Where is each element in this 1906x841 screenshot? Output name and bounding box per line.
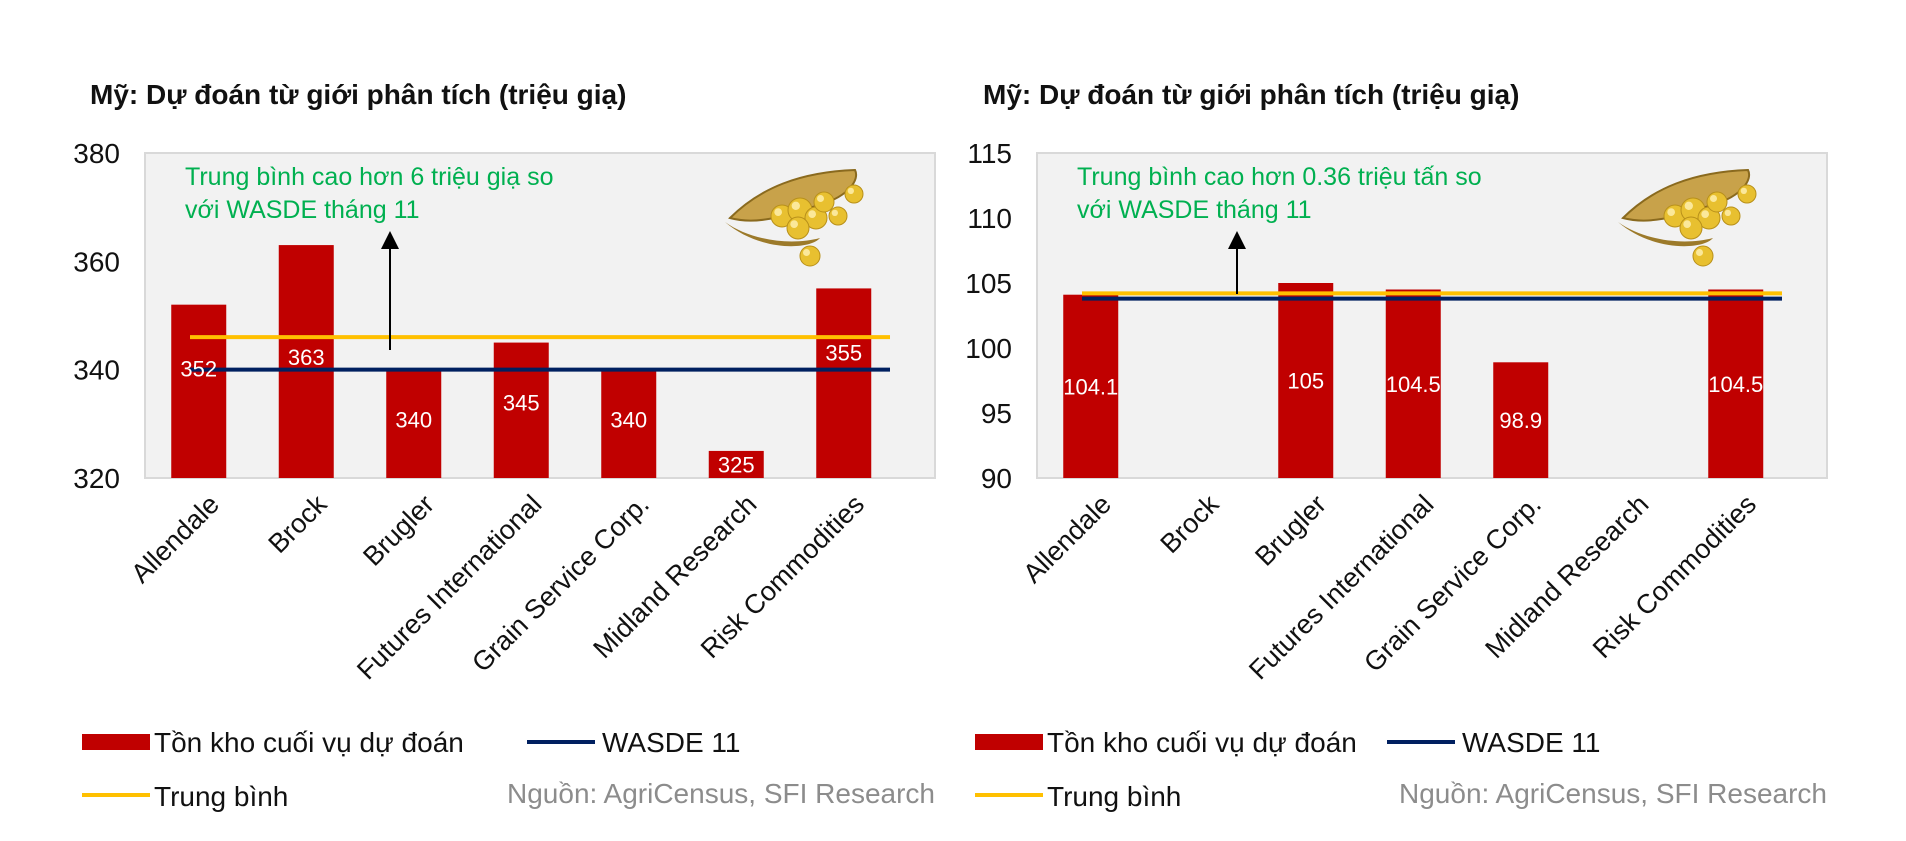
x-category-label: Brock [1154, 489, 1224, 559]
annotation-text: với WASDE tháng 11 [1077, 196, 1312, 224]
soybean-highlight-1-3 [1683, 220, 1691, 228]
bar-risk-commodities [816, 288, 872, 478]
legend-label-bar: Tồn kho cuối vụ dự đoán [1047, 727, 1357, 758]
soybean-highlight-0-3 [790, 220, 798, 228]
annotation-text: với WASDE tháng 11 [185, 196, 420, 224]
y-tick-label: 95 [981, 398, 1012, 429]
pod-shell-lower-1 [1618, 222, 1713, 247]
y-tick-label: 360 [73, 246, 120, 277]
soybean-highlight-1-5 [1724, 209, 1731, 216]
bar-futures-international [493, 342, 549, 478]
chart-title: Mỹ: Dự đoán từ giới phân tích (triệu giạ… [90, 79, 626, 110]
soybean-highlight-0-2 [808, 210, 816, 218]
x-category-label: Brugler [1249, 489, 1332, 572]
soybean-highlight-1-4 [1710, 195, 1717, 202]
soybean-highlight-1-7 [1696, 249, 1703, 256]
data-label: 352 [180, 357, 217, 382]
x-category-label: Allendale [1017, 489, 1117, 589]
soybean-highlight-0-7 [803, 249, 810, 256]
soybean-highlight-0-4 [817, 195, 824, 202]
y-tick-label: 380 [73, 138, 120, 169]
data-label: 363 [288, 345, 325, 370]
soybean-0-7 [799, 245, 821, 267]
legend-label-average: Trung bình [1047, 781, 1181, 812]
x-category-label: Futures International [351, 489, 547, 685]
chart-title: Mỹ: Dự đoán từ giới phân tích (triệu giạ… [983, 79, 1519, 110]
soybean-0-6 [844, 184, 864, 204]
data-label: 104.5 [1708, 372, 1763, 397]
data-label: 340 [610, 408, 647, 433]
soybean-0-3 [786, 216, 810, 240]
source-note: Nguồn: AgriCensus, SFI Research [1399, 778, 1827, 809]
legend-swatch-bar [975, 734, 1043, 750]
data-label: 345 [503, 391, 540, 416]
data-label: 104.5 [1386, 372, 1441, 397]
legend-swatch-bar [82, 734, 150, 750]
pod-shell-lower-0 [725, 222, 820, 247]
soybean-1-3 [1679, 216, 1703, 240]
data-label: 98.9 [1499, 408, 1542, 433]
data-label: 355 [825, 340, 862, 365]
y-tick-label: 105 [965, 268, 1012, 299]
y-tick-label: 110 [967, 203, 1012, 234]
bar-allendale [1063, 294, 1119, 478]
annotation-text: Trung bình cao hơn 0.36 triệu tấn so [1077, 163, 1482, 191]
x-category-label: Futures International [1243, 489, 1439, 685]
soybean-1-7 [1692, 245, 1714, 267]
data-label: 104.1 [1063, 374, 1118, 399]
source-note: Nguồn: AgriCensus, SFI Research [507, 778, 935, 809]
soybean-1-6 [1737, 184, 1757, 204]
bar-futures-international [1385, 289, 1441, 478]
soybean-highlight-1-1 [1684, 201, 1693, 210]
legend-label-bar: Tồn kho cuối vụ dự đoán [154, 727, 464, 758]
bar-risk-commodities [1708, 289, 1764, 478]
bar-grain-service-corp [601, 369, 657, 478]
data-label: 105 [1287, 369, 1324, 394]
bar-grain-service-corp [1493, 362, 1549, 478]
soybean-1-4 [1706, 191, 1728, 213]
legend-label-wasde: WASDE 11 [602, 727, 740, 758]
chart-1: Mỹ: Dự đoán từ giới phân tích (triệu giạ… [73, 79, 936, 812]
soybean-highlight-0-0 [774, 208, 782, 216]
soybean-highlight-1-6 [1740, 187, 1747, 194]
soybean-highlight-0-1 [791, 201, 800, 210]
annotation-text: Trung bình cao hơn 6 triệu giạ so [185, 163, 553, 191]
soybean-highlight-0-6 [847, 187, 854, 194]
x-category-label: Grain Service Corp. [466, 489, 655, 678]
data-label: 340 [395, 408, 432, 433]
y-tick-label: 115 [967, 138, 1012, 169]
annotation-arrow-head [1228, 231, 1246, 249]
bar-brock [278, 245, 334, 478]
bar-brugler [386, 369, 442, 478]
soybean-highlight-0-5 [831, 209, 838, 216]
annotation-arrow-head [381, 231, 399, 249]
x-category-label: Allendale [125, 489, 225, 589]
legend-label-average: Trung bình [154, 781, 288, 812]
bar-brugler [1278, 283, 1334, 478]
y-tick-label: 90 [981, 463, 1012, 494]
y-tick-label: 320 [73, 463, 120, 494]
soybean-highlight-1-2 [1701, 210, 1709, 218]
y-tick-label: 340 [73, 355, 120, 386]
data-label: 325 [718, 452, 755, 477]
soybean-1-5 [1721, 206, 1741, 226]
soybean-pod-icon [1618, 168, 1757, 267]
bar-allendale [171, 304, 227, 478]
x-category-label: Brock [262, 489, 332, 559]
soybean-0-4 [813, 191, 835, 213]
chart-2: Mỹ: Dự đoán từ giới phân tích (triệu giạ… [965, 79, 1828, 812]
soybean-pod-icon [725, 168, 864, 267]
y-tick-label: 100 [965, 333, 1012, 364]
x-category-label: Grain Service Corp. [1358, 489, 1547, 678]
soybean-0-5 [828, 206, 848, 226]
soybean-highlight-1-0 [1667, 208, 1675, 216]
legend-label-wasde: WASDE 11 [1462, 727, 1600, 758]
x-category-label: Brugler [357, 489, 440, 572]
bar-midland-research [708, 450, 764, 478]
